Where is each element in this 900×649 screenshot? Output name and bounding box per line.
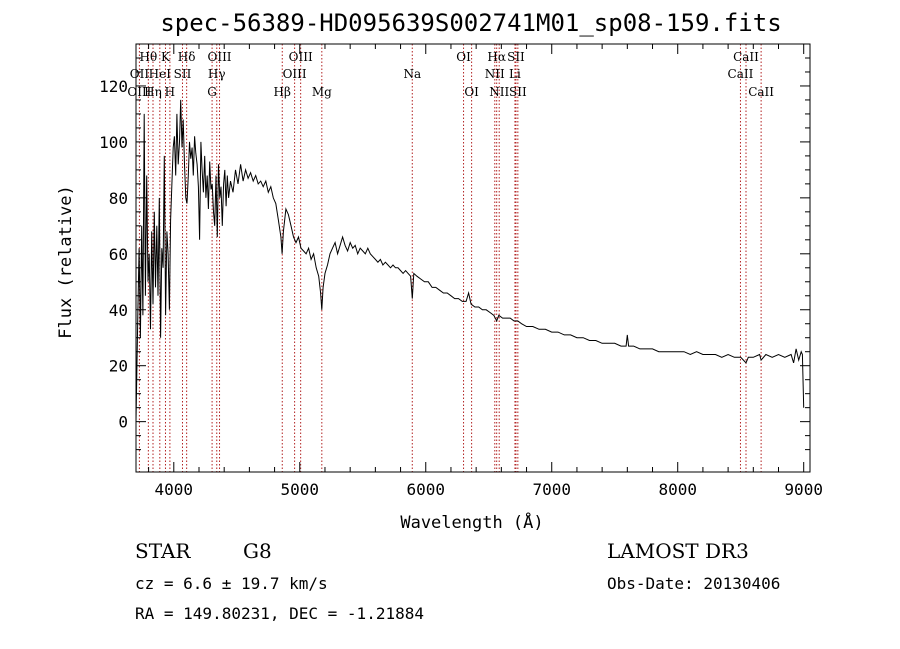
y-tick-label: 0 [118,413,128,432]
spectral-line-label: Hη [144,85,162,99]
x-axis-title: Wavelength (Å) [400,511,543,533]
spectral-line-label: Hδ [178,50,196,64]
spectral-line-label: CaII [728,67,754,81]
spectral-line-label: NII [485,67,505,81]
spectral-line-label: OIII [283,67,307,81]
spectral-line-label: CaII [748,85,774,99]
spectral-line-label: SII [507,50,525,64]
spectral-line-label: OI [456,50,471,64]
y-axis-ticks: 0 20 40 60 80 100 120 [99,57,810,451]
x-tick-label: 8000 [658,480,697,499]
coordinates: RA = 149.80231, DEC = -1.21884 [135,604,424,623]
y-tick-label: 40 [109,301,128,320]
spectral-line-label: K [161,50,171,64]
spectral-line-label: Na [403,67,421,81]
spectral-line-label: Hγ [208,67,226,81]
spectrum-line [135,99,805,422]
spectral-line-label: OIII [289,50,313,64]
redshift-value: cz = 6.6 ± 19.7 km/s [135,574,328,593]
x-tick-label: 7000 [532,480,571,499]
spectral-line-label: NII [489,85,509,99]
y-tick-label: 120 [99,77,128,96]
spectral-line-label: OI [464,85,479,99]
spectral-line-markers [138,44,762,472]
spectral-line-label: SII [509,85,527,99]
spectral-line-label: CaII [733,50,759,64]
x-tick-label: 9000 [784,480,823,499]
spectral-line-label: OIII [207,50,231,64]
y-tick-label: 100 [99,133,128,152]
survey-name: LAMOST DR3 [607,539,749,563]
chart-title: spec-56389-HD095639S002741M01_sp08-159.f… [160,9,781,37]
plot-frame [135,43,811,473]
spectral-line-labels: Hθ OII OIII K HeI Hη SII H Hδ OIII Hγ G OIII OIII Hβ Mg… [127,50,774,99]
spectral-line-label: G [207,85,217,99]
spectral-line-label: SII [174,67,192,81]
spectral-line-label: H [165,85,175,99]
spectral-line-label: OIII [127,85,151,99]
spectral-line-label: Hα [487,50,506,64]
y-tick-label: 80 [109,189,128,208]
x-tick-label: 5000 [281,480,320,499]
spectral-line-label: HeI [149,67,172,81]
observation-date: Obs-Date: 20130406 [607,574,780,593]
y-tick-label: 60 [109,245,128,264]
spectral-line-label: OII [130,67,150,81]
object-subclass: G8 [243,539,272,563]
y-axis-title: Flux (relative) [56,185,76,339]
spectral-line-label: Mg [312,85,332,99]
x-tick-label: 4000 [155,480,194,499]
object-type: STAR [135,539,191,563]
spectral-line-label: Hβ [274,85,291,99]
spectral-line-label: Hθ [139,50,157,64]
x-tick-label: 6000 [406,480,445,499]
y-tick-label: 20 [109,357,128,376]
x-axis-ticks: 4000 5000 6000 7000 8000 9000 [148,44,823,499]
spectral-line-label: Li [509,67,521,81]
